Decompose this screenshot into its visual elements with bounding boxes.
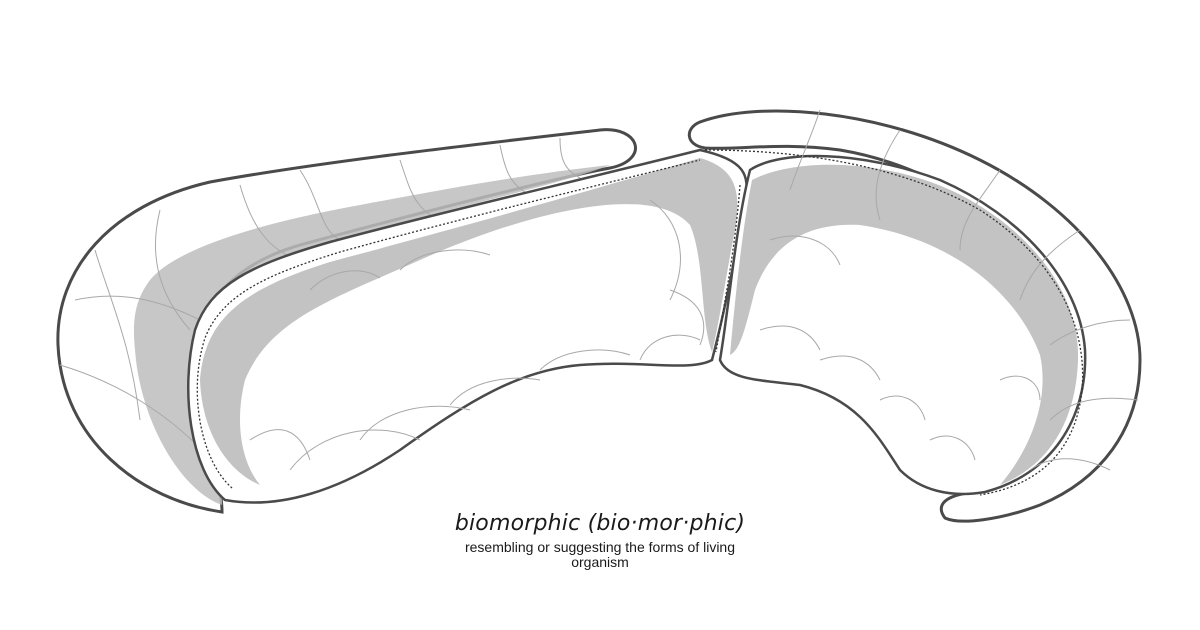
middle-form-dotted-contour — [196, 159, 701, 489]
caption: biomorphic (bio·mor·phic) resembling or … — [0, 510, 1200, 570]
middle-form-shading — [200, 158, 738, 485]
right-form-shell — [687, 109, 1142, 523]
middle-biomorphic-form — [187, 148, 748, 504]
right-form-cell-lines — [759, 109, 1139, 471]
right-form-shading — [730, 164, 1079, 486]
left-form-shading — [133, 165, 610, 505]
right-form-dotted-contour — [704, 149, 1084, 496]
caption-definition: resembling or suggesting the forms of li… — [464, 539, 736, 570]
right-biomorphic-form — [687, 109, 1142, 523]
middle-form-cell-lines — [249, 199, 705, 471]
caption-title: biomorphic (bio·mor·phic) — [454, 511, 746, 536]
